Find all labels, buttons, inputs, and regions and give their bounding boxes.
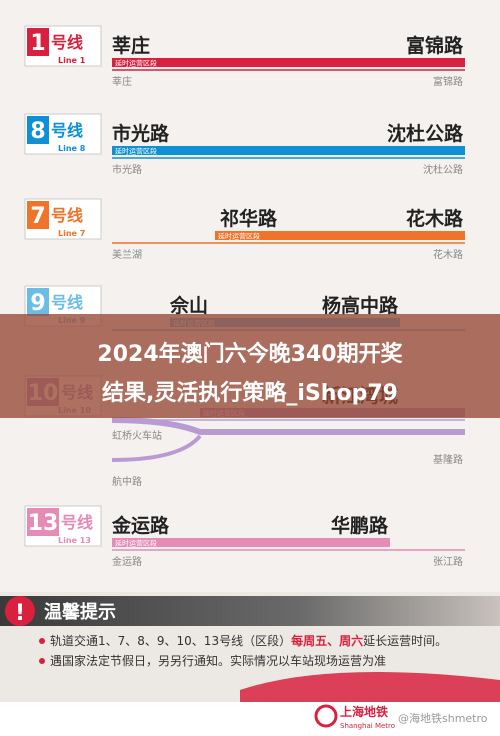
line-english: Line 7: [58, 229, 85, 238]
overlay-title: 结果,灵活执行策略_iShop79: [102, 380, 398, 406]
badge-number-bg: [27, 288, 49, 316]
line-number: 7: [30, 204, 45, 229]
line-english: Line 13: [58, 536, 91, 545]
line-number: 9: [30, 291, 45, 316]
notice-item: 轨道交通1、7、8、9、10、13号线（区段）每周五、周六延长运营时间。: [50, 633, 447, 648]
station-name: 金运路: [111, 514, 170, 537]
notice-text: 遇国家法定节假日，另另行通知。实际情况以车站现场运营为准: [50, 653, 386, 668]
badge-number-bg: [27, 508, 59, 536]
station-small: 富锦路: [433, 75, 463, 88]
brand-en: Shanghai Metro: [340, 722, 395, 730]
section-bar: [215, 231, 465, 240]
station-small: 张江路: [433, 555, 463, 568]
station-name: 花木路: [406, 207, 464, 230]
alert-mark: !: [15, 601, 25, 626]
notice: ! 温馨提示 轨道交通1、7、8、9、10、13号线（区段）每周五、周六延长运营…: [0, 592, 500, 702]
station-small: 莘庄: [112, 75, 132, 88]
line-suffix: 号线: [61, 513, 93, 532]
metro-logo: [314, 704, 338, 728]
overlay-title: 2024年澳门六今晚340期开奖: [97, 341, 403, 367]
bullet: [39, 638, 45, 644]
overlay-banner: 2024年澳门六今晚340期开奖 结果,灵活执行策略_iShop79: [0, 314, 500, 418]
station-small: 市光路: [112, 163, 142, 176]
bullet: [39, 658, 45, 664]
station-name: 市光路: [112, 122, 170, 145]
notice-text: 延长运营时间。: [363, 634, 447, 648]
watermark: @海地铁shmetro: [398, 711, 488, 725]
station-name: 华鹏路: [331, 514, 389, 537]
line-english: Line 1: [58, 56, 86, 65]
footer-band: [0, 702, 500, 736]
badge-number-bg: [27, 116, 49, 144]
notice-header: [0, 596, 500, 626]
notice-title: 温馨提示: [44, 601, 116, 623]
line-english: Line 8: [58, 144, 86, 153]
badge-number-bg: [27, 201, 49, 229]
station-small: 沈杜公路: [423, 163, 463, 176]
line-number: 13: [28, 511, 59, 536]
branch: [111, 417, 465, 435]
station-name: 富锦路: [406, 34, 464, 57]
footer: 上海地铁 Shanghai Metro @海地铁shmetro: [0, 672, 500, 736]
station-small: 基隆路: [433, 453, 463, 466]
station-small: 美兰湖: [112, 248, 142, 261]
notice-text: 轨道交通1、7、8、9、10、13号线（区段）: [50, 633, 291, 648]
station-name: 莘庄: [112, 34, 150, 57]
station-small: 航中路: [112, 475, 142, 488]
line-number: 8: [30, 119, 45, 144]
station-name: 沈杜公路: [387, 122, 464, 145]
line-suffix: 号线: [51, 293, 83, 312]
station-name: 祁华路: [220, 207, 278, 230]
station-name: 杨高中路: [322, 294, 399, 317]
line-number: 1: [30, 31, 45, 56]
section-bar: [112, 58, 465, 67]
station-small: 花木路: [433, 248, 463, 261]
station-name: 佘山: [169, 294, 208, 317]
section-label: 延时运营区段: [115, 59, 157, 68]
notice-item: 遇国家法定节假日，另另行通知。实际情况以车站现场运营为准: [50, 653, 386, 668]
station-small: 金运路: [112, 555, 142, 568]
line-suffix: 号线: [51, 33, 83, 52]
section-label: 延时运营区段: [115, 539, 157, 548]
badge-number-bg: [27, 28, 49, 56]
brand: 上海地铁: [340, 704, 388, 719]
notice-text: 每周五、周六: [291, 633, 363, 648]
alert-icon: [5, 596, 35, 626]
line-suffix: 号线: [51, 121, 83, 140]
section-bar: [112, 538, 390, 547]
station-small: 虹桥火车站: [112, 429, 162, 442]
line-suffix: 号线: [51, 206, 83, 225]
branch: [111, 434, 202, 462]
overlay-band: [0, 314, 500, 418]
section-bar: [112, 146, 465, 155]
section-label: 延时运营区段: [218, 232, 260, 241]
footer-swoosh: [240, 672, 500, 702]
section-label: 延时运营区段: [115, 147, 157, 156]
